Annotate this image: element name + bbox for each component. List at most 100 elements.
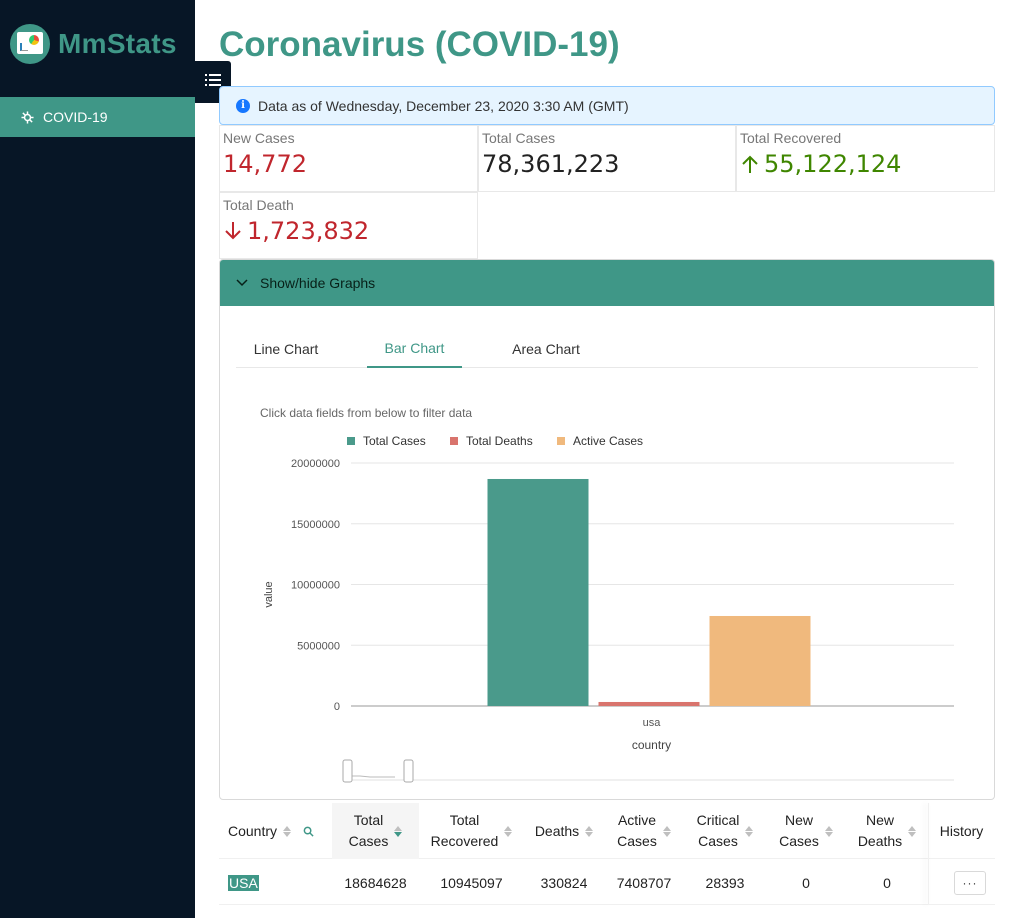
chart-hint: Click data fields from below to filter d… (260, 406, 473, 420)
table-header: Country Total Cases Total Recovered Deaths… (219, 803, 995, 859)
col-label-line: Recovered (430, 833, 499, 849)
legend-item-total-deaths[interactable]: Total Deaths (450, 434, 533, 448)
col-critical-cases[interactable]: Critical Cases (684, 803, 766, 859)
col-label: Critical Cases (697, 810, 740, 852)
stat-total-recovered: Total Recovered 55,122,124 (736, 125, 995, 192)
legend-label: Total Deaths (466, 434, 533, 448)
col-label: Deaths (534, 822, 580, 839)
legend-label: Total Cases (363, 434, 426, 448)
fixed-column-divider (928, 803, 929, 905)
info-text: Data as of Wednesday, December 23, 2020 … (258, 97, 629, 114)
stat-label: Total Cases (482, 130, 556, 146)
sidebar-item-covid-19[interactable]: COVID-19 (0, 97, 195, 137)
graphs-toggle-label: Show/hide Graphs (260, 275, 376, 291)
y-tick-label: 15000000 (291, 519, 340, 531)
stat-value: 14,772 (223, 150, 307, 178)
col-label: New Cases (779, 810, 819, 852)
col-label: History (939, 822, 984, 839)
sidebar: MmStats COVID-19 (0, 0, 195, 918)
search-icon[interactable] (303, 826, 314, 837)
sort-icon (662, 825, 671, 837)
y-axis-label: value (263, 581, 275, 607)
tab-bar-chart[interactable]: Bar Chart (367, 330, 462, 368)
col-label-line: Cases (698, 833, 738, 849)
y-tick-label: 10000000 (291, 580, 340, 592)
stat-value-row: 1,723,832 (223, 217, 474, 247)
cell-total-recovered: 10945097 (440, 874, 503, 891)
stat-new-cases: New Cases 14,772 (219, 125, 478, 192)
y-tick-label: 20000000 (291, 458, 340, 470)
col-label-line: Total (449, 812, 480, 828)
info-alert: i Data as of Wednesday, December 23, 202… (219, 86, 995, 125)
col-label: Country (228, 822, 278, 839)
sort-icon (283, 825, 292, 837)
cell-critical-cases: 28393 (705, 874, 745, 891)
sort-icon (745, 825, 754, 837)
x-tick-label: usa (643, 717, 662, 729)
stat-total-cases: Total Cases 78,361,223 (478, 125, 736, 192)
cell-country: USA (219, 860, 332, 905)
col-label-line: Cases (348, 833, 389, 849)
chevron-down-icon (236, 279, 248, 287)
bar-total-deaths (598, 701, 700, 706)
col-active-cases[interactable]: Active Cases (604, 803, 684, 859)
col-label: Active Cases (617, 810, 657, 852)
info-icon: i (236, 98, 250, 113)
arrow-up-icon (740, 152, 760, 180)
cell-total-cases: 18684628 (344, 874, 407, 891)
col-label-line: New (865, 812, 894, 828)
col-label-line: New (784, 812, 813, 828)
col-total-recovered[interactable]: Total Recovered (419, 803, 524, 859)
col-label: Total Recovered (431, 810, 499, 852)
stat-label: New Cases (223, 130, 295, 146)
slider-handle-right (403, 759, 414, 783)
countries-table: Country Total Cases Total Recovered Deaths… (219, 803, 995, 905)
slider-preview (352, 775, 395, 778)
chart-tabs: Line Chart Bar Chart Area Chart (236, 330, 978, 368)
col-label: Total Cases (349, 810, 389, 852)
col-deaths[interactable]: Deaths (524, 803, 604, 859)
y-tick-label: 0 (334, 701, 340, 713)
country-highlight: USA (228, 874, 259, 891)
legend-item-active-cases[interactable]: Active Cases (557, 434, 643, 448)
col-country[interactable]: Country (219, 803, 332, 859)
list-icon (205, 73, 221, 92)
graphs-toggle[interactable]: Show/hide Graphs (220, 260, 994, 306)
tab-line-chart[interactable]: Line Chart (253, 341, 319, 357)
stat-label: Total Death (223, 197, 294, 213)
bar-active-cases (709, 615, 811, 706)
cell-new-deaths: 0 (883, 874, 891, 891)
history-more-button[interactable]: ··· (954, 870, 986, 895)
stat-value: 55,122,124 (764, 150, 902, 178)
sort-icon (908, 825, 917, 837)
stat-total-death: Total Death 1,723,832 (219, 192, 478, 259)
col-label-line: Cases (779, 833, 819, 849)
brand-name: MmStats (58, 28, 177, 59)
legend-swatch (450, 437, 458, 445)
legend-swatch (557, 437, 565, 445)
tab-area-chart[interactable]: Area Chart (512, 341, 580, 357)
bar-chart: 20000000 15000000 10000000 5000000 0 usa count… (263, 458, 954, 783)
col-total-cases[interactable]: Total Cases (332, 803, 419, 859)
stat-value: 1,723,832 (247, 217, 370, 245)
sort-icon (824, 825, 833, 837)
stat-value-row: 55,122,124 (740, 150, 991, 180)
sort-icon (394, 825, 403, 837)
col-label-line: Active (617, 812, 657, 828)
cell-deaths: 330824 (540, 874, 588, 891)
stat-value: 78,361,223 (482, 150, 620, 178)
col-history: History (928, 803, 995, 859)
graphs-panel: Show/hide Graphs Line Chart Bar Chart Ar… (219, 259, 995, 800)
col-label-line: Deaths (857, 833, 903, 849)
x-axis-label: country (632, 738, 671, 752)
page-title: Coronavirus (COVID-19) (219, 25, 620, 64)
legend-swatch (347, 437, 355, 445)
brand[interactable]: MmStats (10, 24, 177, 64)
bar-total-cases (487, 478, 589, 706)
legend-label: Active Cases (573, 434, 644, 448)
sort-icon (585, 825, 594, 837)
arrow-down-icon (223, 219, 243, 247)
legend-item-total-cases[interactable]: Total Cases (347, 434, 426, 448)
col-new-cases[interactable]: New Cases (766, 803, 846, 859)
col-new-deaths[interactable]: New Deaths (846, 803, 928, 859)
